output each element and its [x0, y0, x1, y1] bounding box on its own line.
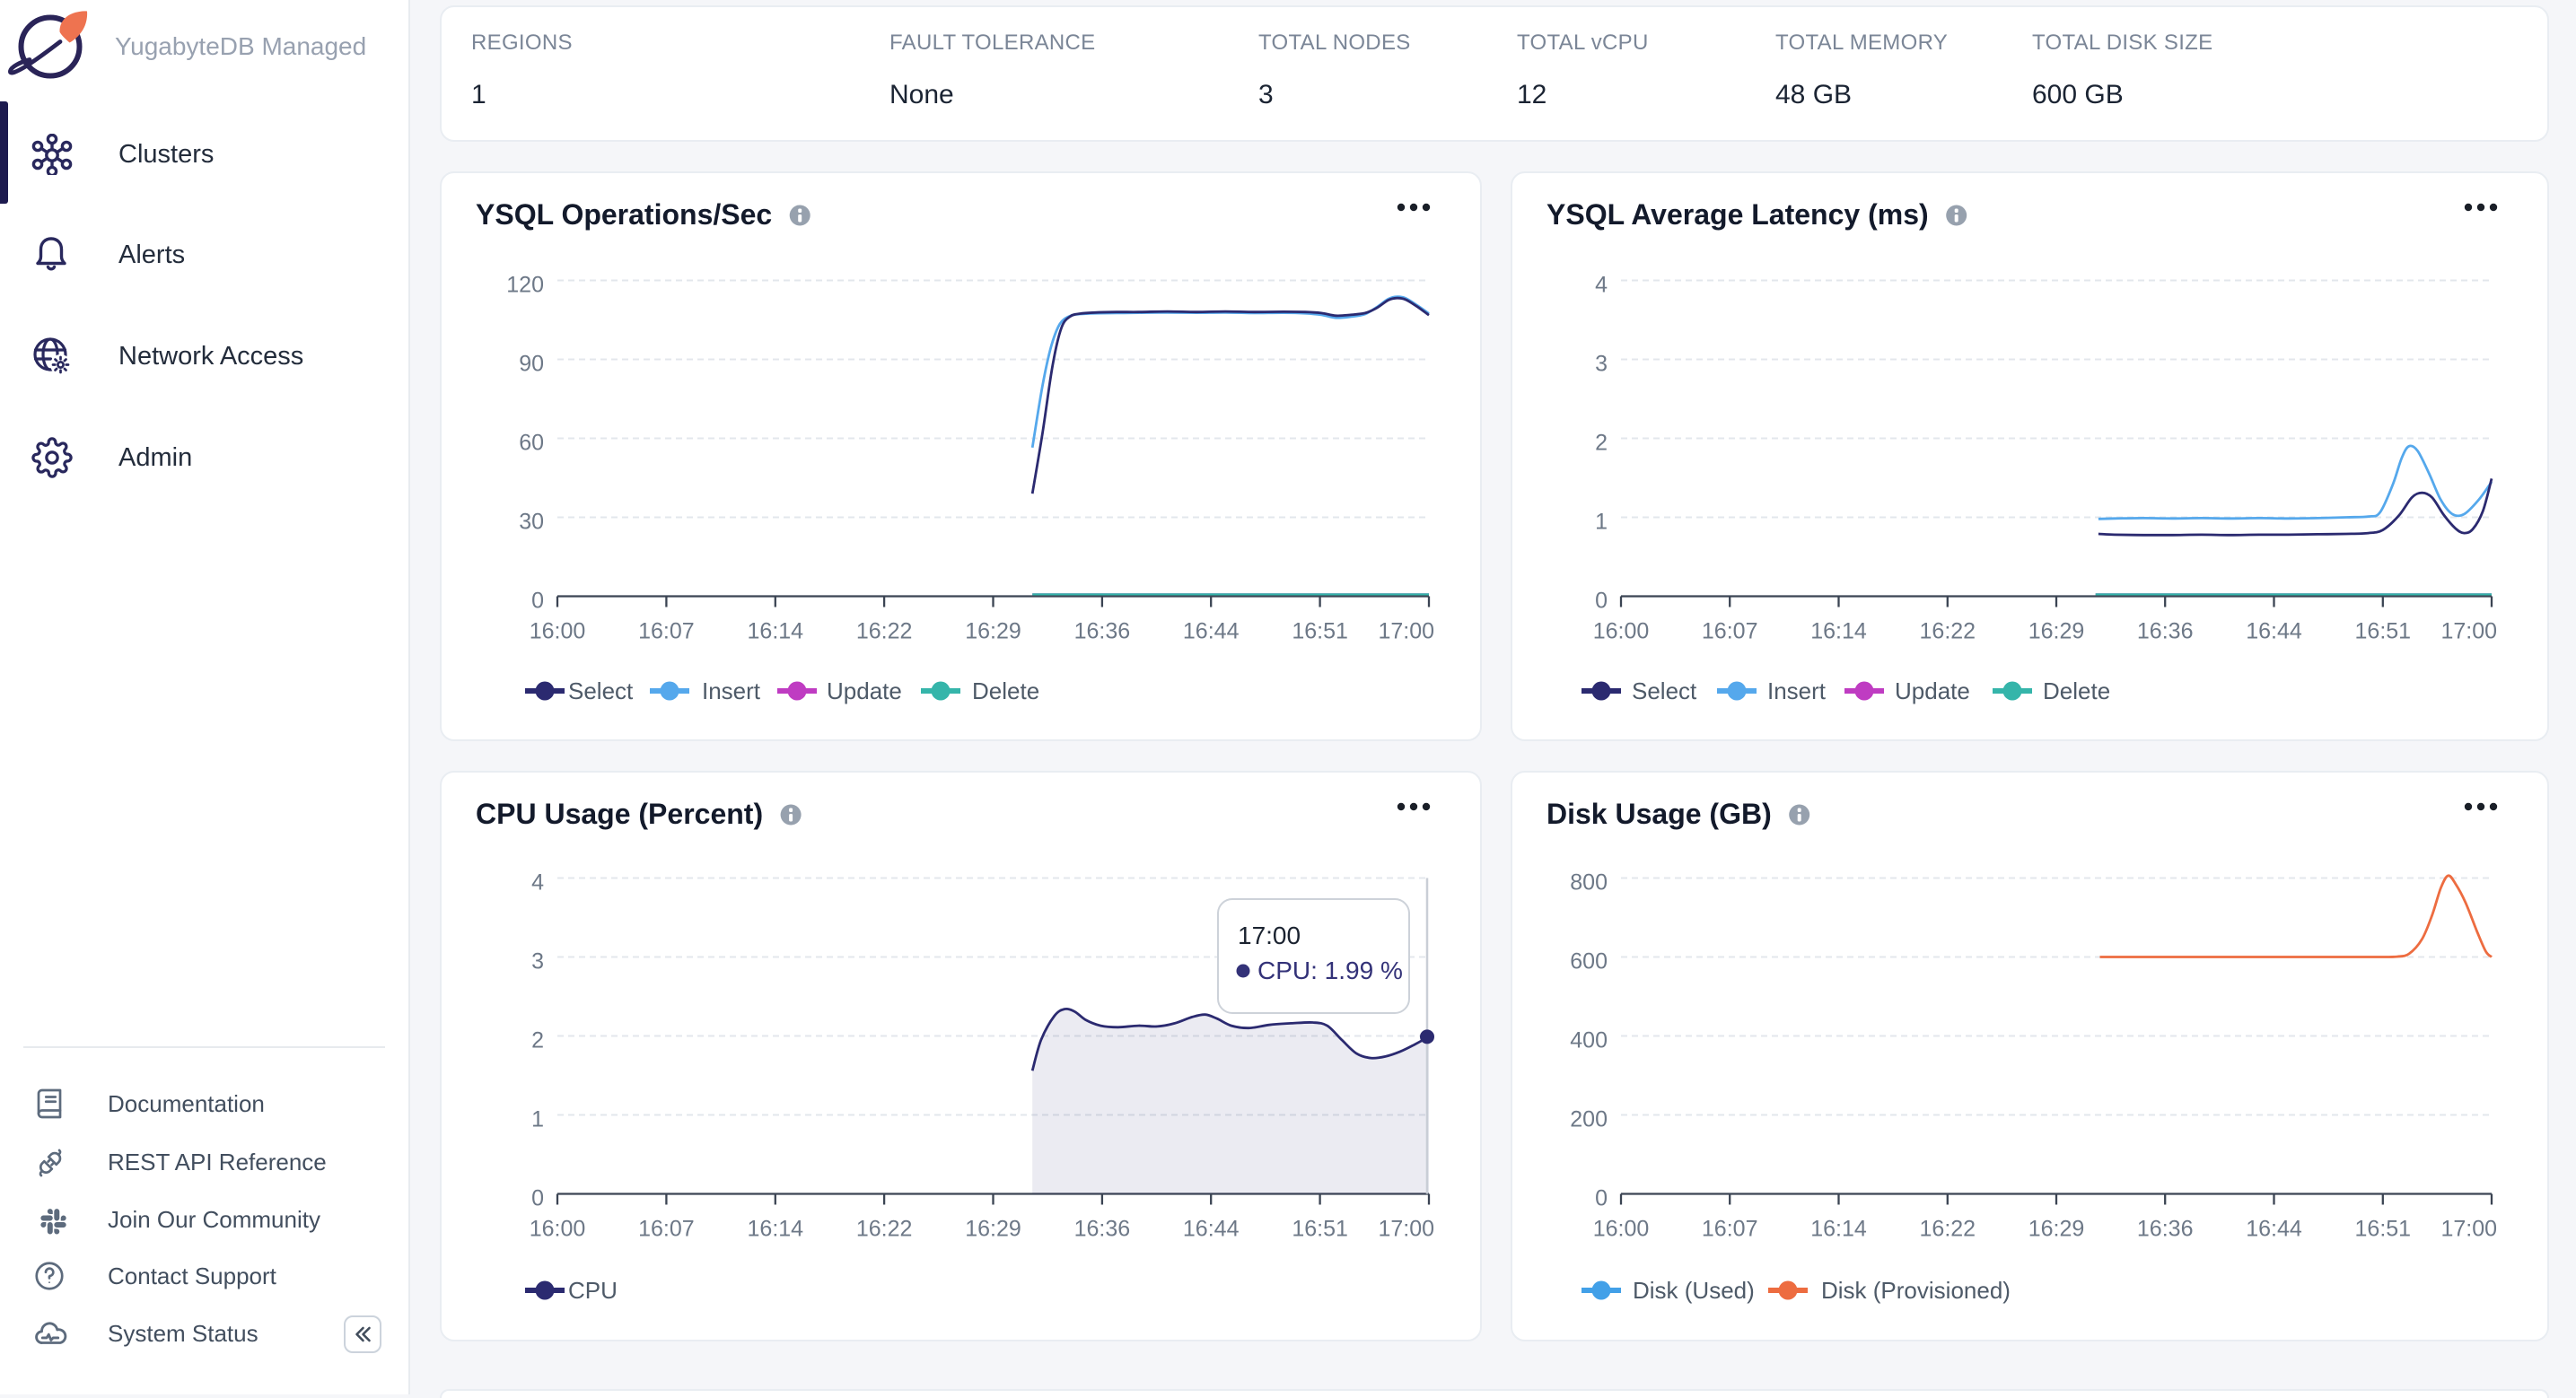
svg-text:16:44: 16:44: [2246, 1217, 2302, 1242]
svg-text:16:51: 16:51: [2355, 1217, 2412, 1242]
svg-text:16:14: 16:14: [748, 619, 804, 644]
svg-text:Select: Select: [568, 677, 634, 704]
svg-text:16:14: 16:14: [1810, 619, 1867, 644]
svg-text:16:36: 16:36: [1074, 1217, 1131, 1242]
svg-text:0: 0: [531, 1186, 544, 1211]
svg-text:16:29: 16:29: [2028, 1217, 2085, 1242]
svg-text:17:00: 17:00: [2440, 1217, 2497, 1242]
svg-text:16:22: 16:22: [856, 1217, 913, 1242]
svg-text:1: 1: [1595, 510, 1608, 535]
svg-text:16:07: 16:07: [638, 1217, 695, 1242]
svg-text:17:00: 17:00: [2440, 619, 2497, 644]
svg-text:30: 30: [519, 510, 544, 535]
svg-text:17:00: 17:00: [1378, 1217, 1434, 1242]
svg-text:800: 800: [1570, 870, 1608, 896]
svg-text:16:44: 16:44: [1183, 1217, 1240, 1242]
svg-text:16:36: 16:36: [2137, 1217, 2194, 1242]
svg-text:Delete: Delete: [972, 677, 1039, 704]
svg-text:YSQL Average Latency (ms): YSQL Average Latency (ms): [1546, 198, 1929, 231]
svg-text:2: 2: [531, 1028, 544, 1053]
svg-text:2: 2: [1595, 431, 1608, 456]
svg-text:60: 60: [519, 431, 544, 456]
svg-text:16:00: 16:00: [530, 1217, 586, 1242]
svg-text:0: 0: [531, 589, 544, 614]
svg-text:Update: Update: [827, 677, 902, 704]
svg-text:Update: Update: [1895, 677, 1970, 704]
svg-text:16:44: 16:44: [2246, 619, 2302, 644]
svg-text:16:00: 16:00: [530, 619, 586, 644]
svg-text:16:51: 16:51: [1292, 619, 1348, 644]
svg-text:0: 0: [1595, 1186, 1608, 1211]
svg-text:16:44: 16:44: [1183, 619, 1240, 644]
svg-text:Delete: Delete: [2043, 677, 2110, 704]
svg-text:Insert: Insert: [702, 677, 761, 704]
svg-text:CPU: CPU: [568, 1277, 618, 1304]
svg-text:Disk (Provisioned): Disk (Provisioned): [1821, 1277, 2011, 1304]
svg-text:Disk (Used): Disk (Used): [1633, 1277, 1755, 1304]
svg-text:600: 600: [1570, 949, 1608, 974]
svg-text:16:07: 16:07: [1702, 619, 1758, 644]
svg-text:120: 120: [506, 273, 544, 298]
svg-text:16:36: 16:36: [2137, 619, 2194, 644]
svg-text:3: 3: [531, 949, 544, 974]
svg-text:16:00: 16:00: [1593, 619, 1650, 644]
svg-text:16:14: 16:14: [1810, 1217, 1867, 1242]
svg-text:0: 0: [1595, 589, 1608, 614]
svg-text:Insert: Insert: [1767, 677, 1827, 704]
svg-text:3: 3: [1595, 352, 1608, 377]
svg-text:4: 4: [531, 870, 544, 896]
svg-text:90: 90: [519, 352, 544, 377]
svg-text:16:00: 16:00: [1593, 1217, 1650, 1242]
svg-text:16:07: 16:07: [638, 619, 695, 644]
svg-text:16:14: 16:14: [748, 1217, 804, 1242]
svg-text:YSQL Operations/Sec: YSQL Operations/Sec: [476, 198, 772, 231]
svg-text:16:29: 16:29: [965, 1217, 1021, 1242]
svg-text:1: 1: [531, 1107, 544, 1132]
svg-text:16:22: 16:22: [1920, 1217, 1976, 1242]
svg-text:16:07: 16:07: [1702, 1217, 1758, 1242]
svg-text:16:29: 16:29: [2028, 619, 2085, 644]
svg-text:16:36: 16:36: [1074, 619, 1131, 644]
svg-text:4: 4: [1595, 273, 1608, 298]
svg-text:CPU Usage (Percent): CPU Usage (Percent): [476, 798, 763, 830]
svg-text:17:00: 17:00: [1378, 619, 1434, 644]
svg-text:Select: Select: [1632, 677, 1697, 704]
svg-text:400: 400: [1570, 1028, 1608, 1053]
svg-text:16:51: 16:51: [2355, 619, 2412, 644]
svg-text:Disk Usage (GB): Disk Usage (GB): [1546, 798, 1772, 830]
svg-text:16:51: 16:51: [1292, 1217, 1348, 1242]
svg-text:CPU: 1.99 %: CPU: 1.99 %: [1257, 957, 1403, 984]
svg-text:17:00: 17:00: [1238, 922, 1301, 949]
svg-text:200: 200: [1570, 1107, 1608, 1132]
svg-text:16:22: 16:22: [856, 619, 913, 644]
svg-text:16:29: 16:29: [965, 619, 1021, 644]
svg-text:16:22: 16:22: [1920, 619, 1976, 644]
